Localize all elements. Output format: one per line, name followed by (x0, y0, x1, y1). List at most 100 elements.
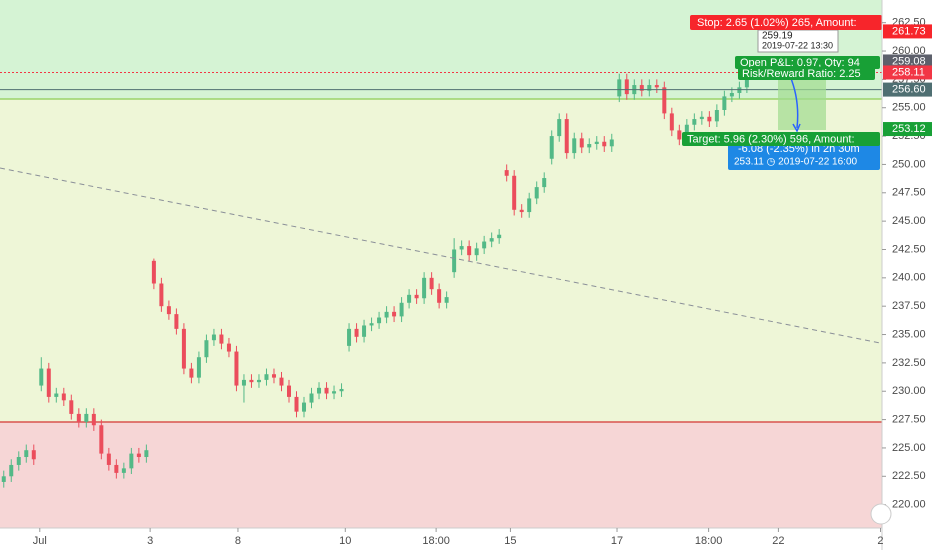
candle-body (737, 87, 742, 93)
candle-body (76, 413, 81, 422)
candle-body (579, 138, 584, 148)
candle-body (249, 379, 254, 383)
candle-body (534, 187, 539, 199)
candle-body (324, 387, 329, 394)
candle-body (174, 314, 179, 329)
candle-body (677, 130, 682, 140)
x-tick-label: 2 (877, 535, 883, 547)
y-tick-label: 232.50 (892, 357, 926, 369)
candle-body (377, 317, 382, 324)
candle-body (226, 343, 231, 352)
candle-body (294, 396, 299, 412)
y-tick-label: 242.50 (892, 243, 926, 255)
candle-body (422, 277, 427, 299)
target-area (778, 73, 826, 130)
rr-box (738, 67, 875, 80)
candle-body (114, 464, 119, 473)
candle-body (662, 87, 667, 114)
candle-body (204, 340, 209, 358)
candle-body (459, 246, 464, 250)
candle-body (144, 450, 149, 458)
candle-body (46, 368, 51, 397)
projection-arrow (789, 75, 799, 129)
price-label-box (883, 65, 932, 80)
tooltip-price: 259.19 (762, 31, 793, 42)
candle-body (241, 379, 246, 386)
x-tick-label: 22 (772, 535, 784, 547)
candle-body (549, 136, 554, 159)
price-label-box (883, 54, 932, 69)
x-tick-label: 8 (235, 535, 241, 547)
y-tick-label: 237.50 (892, 300, 926, 312)
candle-body (707, 116, 712, 122)
profit-zone (0, 0, 882, 99)
candle-body (512, 175, 517, 210)
y-tick-label: 240.00 (892, 272, 926, 284)
price-label: 259.08 (892, 55, 926, 67)
arrow-head (792, 123, 801, 133)
y-tick-label: 225.00 (892, 442, 926, 454)
candle-body (654, 85, 659, 88)
candle-body (564, 119, 569, 154)
candle-body (16, 457, 21, 465)
candle-body (482, 241, 487, 249)
candle-body (527, 198, 532, 213)
x-axis-area (0, 528, 882, 550)
candle-body (722, 96, 727, 110)
candle-body (151, 260, 156, 284)
risk-reward: Risk/Reward Ratio: 2.25 (742, 68, 861, 80)
candle-body (617, 79, 622, 97)
candle-body (264, 374, 269, 380)
candle-body (414, 294, 419, 299)
candle-body (309, 393, 314, 403)
candle-body (106, 453, 111, 465)
candle-body (256, 379, 261, 383)
candle-body (61, 393, 66, 401)
candle-body (317, 387, 322, 394)
y-tick-label: 227.50 (892, 413, 926, 425)
candle-body (271, 374, 276, 378)
candle-body (332, 391, 337, 394)
candle-body (136, 453, 141, 458)
candle-body (587, 144, 592, 148)
open-pnl: Open P&L: 0.97, Qty: 94 (740, 57, 860, 69)
pnl-box (735, 56, 880, 69)
candle-body (91, 413, 96, 426)
tooltip-time: 2019-07-22 13:30 (762, 40, 833, 50)
candle-body (399, 302, 404, 317)
x-tick-label: 3 (147, 535, 153, 547)
y-tick-label: 245.00 (892, 215, 926, 227)
candle-body (347, 328, 352, 346)
candle-body (69, 400, 74, 414)
candle-body (339, 388, 344, 392)
candle-body (744, 78, 749, 88)
candle-body (497, 234, 502, 239)
candle-body (572, 138, 577, 154)
loss-zone (0, 422, 882, 528)
x-tick-label: 15 (504, 535, 516, 547)
price-label: 261.73 (892, 25, 926, 37)
candle-body (286, 385, 291, 397)
candle-body (24, 450, 29, 458)
candle-body (354, 328, 359, 337)
price-label-box (883, 82, 932, 97)
price-label: 256.60 (892, 83, 926, 95)
candle-body (474, 248, 479, 256)
candle-body (602, 141, 607, 147)
scale-button[interactable] (870, 503, 892, 525)
candle-body (369, 323, 374, 326)
candle-body (624, 79, 629, 95)
target: Target: 5.96 (2.30%) 596, Amount: (687, 133, 855, 145)
target-box (682, 132, 880, 146)
candle-body (714, 110, 719, 122)
price-label-box (883, 122, 932, 137)
candle-body (196, 357, 201, 378)
candle-body (407, 294, 412, 303)
candle-body (452, 249, 457, 273)
stop: Stop: 2.65 (1.02%) 265, Amount: (697, 17, 857, 29)
candle-body (54, 393, 59, 397)
candle-body (392, 311, 397, 317)
price-label: 258.11 (892, 66, 925, 78)
candle-body (181, 328, 186, 369)
